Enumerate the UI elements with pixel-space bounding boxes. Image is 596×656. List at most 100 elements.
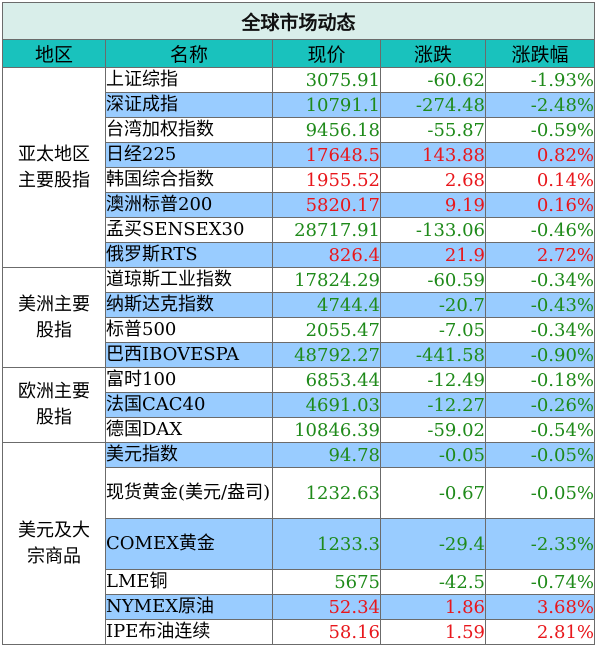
region-label-line: 美洲主要 <box>18 293 90 315</box>
change-cell: -12.27 <box>380 392 486 418</box>
change-pct-cell: -1.93% <box>484 67 596 93</box>
region-label-line: 美元及大 <box>18 519 90 541</box>
region-label-line: 亚太地区 <box>18 143 90 165</box>
name-cell: 法国CAC40 <box>105 392 273 418</box>
change-cell: -441.58 <box>380 342 486 368</box>
change-pct-cell: -0.05% <box>484 467 596 519</box>
price-cell: 17648.5 <box>272 142 381 168</box>
region-label-line: 股指 <box>36 407 72 428</box>
change-pct-cell: -0.54% <box>484 417 596 443</box>
name-cell: 道琼斯工业指数 <box>105 267 273 293</box>
table-row: 韩国综合指数 1955.52 2.68 0.14% <box>3 167 596 193</box>
table-body: 亚太地区 主要股指 上证综指 3075.91 -60.62 -1.93% 深证成指 10791… <box>2 67 596 645</box>
name-cell: 美元指数 <box>105 442 273 468</box>
change-pct-cell: -0.43% <box>484 292 596 318</box>
table-row: 澳洲标普200 5820.17 9.19 0.16% <box>3 192 596 218</box>
change-cell: -42.5 <box>380 569 486 595</box>
table-row: 亚太地区 主要股指 上证综指 3075.91 -60.62 -1.93% <box>2 67 596 268</box>
name-cell: 德国DAX <box>105 417 273 443</box>
change-cell: 21.9 <box>380 242 486 268</box>
change-pct-cell: -0.46% <box>484 217 596 243</box>
header-change: 涨跌 <box>380 39 486 68</box>
change-pct-cell: -2.48% <box>484 92 596 118</box>
region-label-line: 宗商品 <box>27 545 81 567</box>
change-cell: -60.62 <box>380 67 486 93</box>
price-cell: 17824.29 <box>272 267 381 293</box>
table-row: COMEX黄金 1233.3 -29.4 -2.33% <box>3 518 596 570</box>
price-cell: 10791.1 <box>272 92 381 118</box>
price-cell: 1233.3 <box>272 518 381 570</box>
name-cell: IPE布油连续 <box>105 619 273 645</box>
change-cell: -12.49 <box>380 367 486 393</box>
region-group-label: 美元及大 宗商品 <box>2 442 106 645</box>
name-cell: LME铜 <box>105 569 273 595</box>
price-cell: 5820.17 <box>272 192 381 218</box>
region-group-label: 美洲主要 股指 <box>2 267 106 368</box>
change-cell: -0.05 <box>380 442 486 468</box>
region-group-label: 亚太地区 主要股指 <box>2 67 106 268</box>
change-pct-cell: -0.34% <box>484 267 596 293</box>
region-group-label: 欧洲主要 股指 <box>2 367 106 443</box>
table-row: 台湾加权指数 9456.18 -55.87 -0.59% <box>3 117 596 143</box>
table-row: 纳斯达克指数 4744.4 -20.7 -0.43% <box>3 292 596 318</box>
change-cell: 2.68 <box>380 167 486 193</box>
table-row: NYMEX原油 52.34 1.86 3.68% <box>3 594 596 620</box>
change-pct-cell: -0.74% <box>484 569 596 595</box>
table-row: 标普500 2055.47 -7.05 -0.34% <box>3 317 596 343</box>
change-cell: -133.06 <box>380 217 486 243</box>
table-row: 孟买SENSEX30 28717.91 -133.06 -0.46% <box>3 217 596 243</box>
change-cell: -29.4 <box>380 518 486 570</box>
price-cell: 52.34 <box>272 594 381 620</box>
change-pct-cell: -0.26% <box>484 392 596 418</box>
table-row: IPE布油连续 58.16 1.59 2.81% <box>3 619 596 645</box>
change-cell: -7.05 <box>380 317 486 343</box>
change-pct-cell: 2.72% <box>484 242 596 268</box>
region-label-line: 主要股指 <box>18 169 90 191</box>
change-pct-cell: 0.16% <box>484 192 596 218</box>
price-cell: 28717.91 <box>272 217 381 243</box>
change-pct-cell: 0.82% <box>484 142 596 168</box>
price-cell: 2055.47 <box>272 317 381 343</box>
table-row: 欧洲主要 股指 富时100 6853.44 -12.49 -0.18% <box>2 367 596 443</box>
change-pct-cell: 2.81% <box>484 619 596 645</box>
price-cell: 10846.39 <box>272 417 381 443</box>
market-table: 全球市场动态 地区 名称 现价 涨跌 涨跌幅 亚太地区 主要股指 上证综指 3075.… <box>1 2 596 645</box>
table-row: 深证成指 10791.1 -274.48 -2.48% <box>3 92 596 118</box>
change-cell: -0.67 <box>380 467 486 519</box>
name-cell: 韩国综合指数 <box>105 167 273 193</box>
price-cell: 826.4 <box>272 242 381 268</box>
change-cell: 1.59 <box>380 619 486 645</box>
name-cell: 台湾加权指数 <box>105 117 273 143</box>
change-pct-cell: -0.05% <box>484 442 596 468</box>
price-cell: 94.78 <box>272 442 381 468</box>
price-cell: 58.16 <box>272 619 381 645</box>
price-cell: 4744.4 <box>272 292 381 318</box>
name-cell: 巴西IBOVESPA <box>105 342 273 368</box>
change-cell: -274.48 <box>380 92 486 118</box>
table-row: 美元及大 宗商品 美元指数 94.78 -0.05 -0.05% <box>2 442 596 645</box>
price-cell: 9456.18 <box>272 117 381 143</box>
change-cell: 143.88 <box>380 142 486 168</box>
table-row: 日经225 17648.5 143.88 0.82% <box>3 142 596 168</box>
name-cell: 日经225 <box>105 142 273 168</box>
name-cell: 澳洲标普200 <box>105 192 273 218</box>
change-cell: -20.7 <box>380 292 486 318</box>
change-pct-cell: -0.90% <box>484 342 596 368</box>
change-cell: -60.59 <box>380 267 486 293</box>
name-cell: NYMEX原油 <box>105 594 273 620</box>
table-row: 俄罗斯RTS 826.4 21.9 2.72% <box>3 242 596 268</box>
change-pct-cell: -0.59% <box>484 117 596 143</box>
name-cell: 富时100 <box>105 367 273 393</box>
change-pct-cell: -2.33% <box>484 518 596 570</box>
change-cell: -55.87 <box>380 117 486 143</box>
price-cell: 6853.44 <box>272 367 381 393</box>
header-change-pct: 涨跌幅 <box>484 39 596 68</box>
change-cell: 9.19 <box>380 192 486 218</box>
header-name: 名称 <box>105 39 273 68</box>
table-title: 全球市场动态 <box>1 2 596 40</box>
market-table-container: 全球市场动态 地区 名称 现价 涨跌 涨跌幅 亚太地区 主要股指 上证综指 3075.… <box>1 2 596 645</box>
name-cell: 上证综指 <box>105 67 273 93</box>
header-region: 地区 <box>2 39 106 68</box>
price-cell: 1955.52 <box>272 167 381 193</box>
change-pct-cell: -0.18% <box>484 367 596 393</box>
